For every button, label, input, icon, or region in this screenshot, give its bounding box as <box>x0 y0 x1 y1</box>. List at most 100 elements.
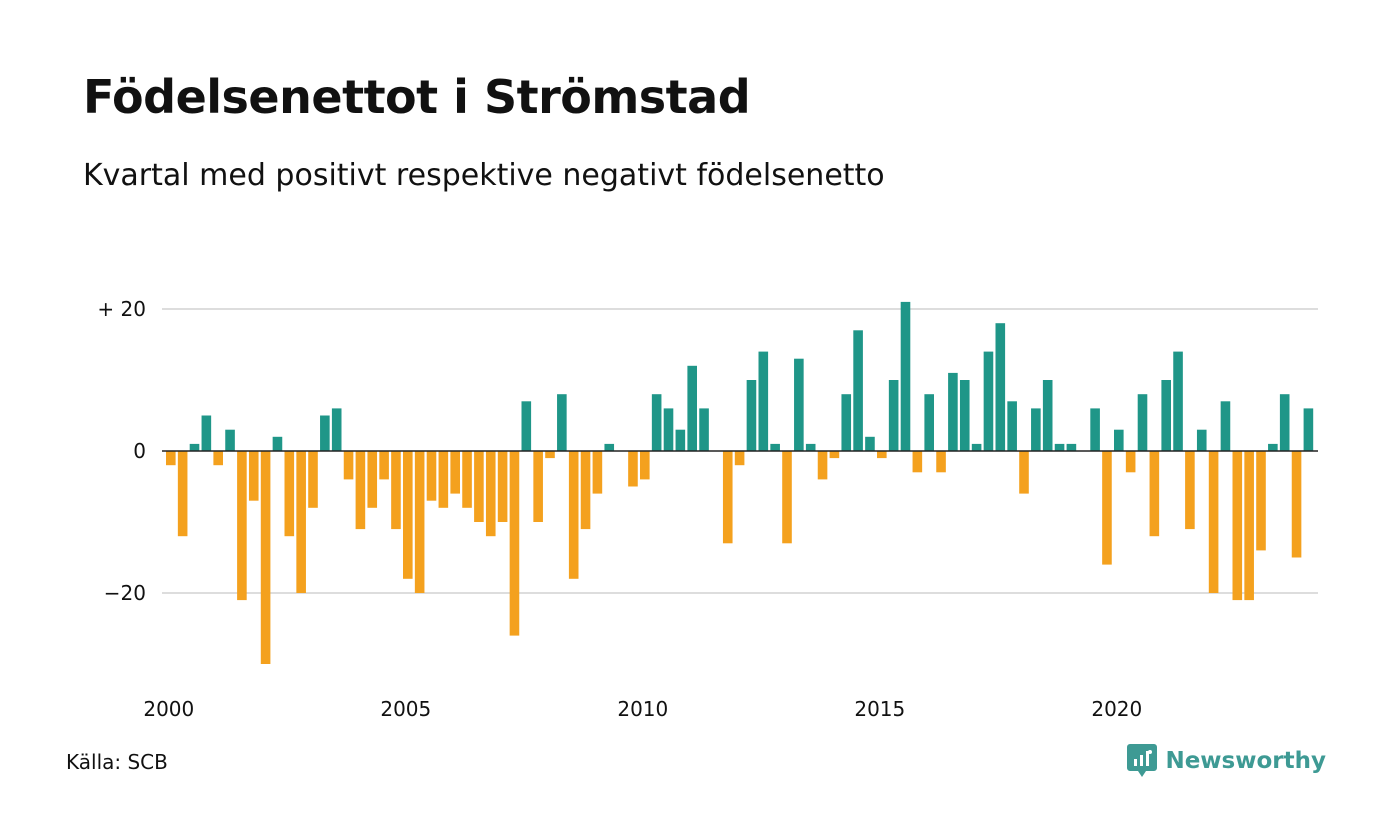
bar <box>817 451 828 480</box>
x-tick-label: 2010 <box>617 697 668 721</box>
bar <box>166 451 176 466</box>
chart-title: Födelsenettot i Strömstad <box>83 70 751 124</box>
source-note: Källa: SCB <box>66 750 168 774</box>
bar <box>545 451 555 459</box>
bar <box>284 451 295 537</box>
bar <box>675 429 686 451</box>
bar <box>1244 451 1254 601</box>
brand-name: Newsworthy <box>1165 748 1326 774</box>
newsworthy-logo-icon <box>1127 744 1158 777</box>
bar <box>248 451 259 501</box>
bar <box>1196 429 1207 451</box>
bar <box>758 351 769 451</box>
bar <box>497 451 508 522</box>
bar <box>1125 451 1136 473</box>
bar <box>1220 401 1231 451</box>
bar <box>663 408 674 451</box>
bar <box>995 323 1006 451</box>
bar <box>1268 443 1278 451</box>
bar <box>640 451 650 480</box>
bar <box>308 451 318 508</box>
bar <box>1303 408 1314 451</box>
bar <box>983 351 994 451</box>
bar <box>260 451 271 664</box>
bar <box>805 443 816 451</box>
bar <box>1066 443 1077 451</box>
bar <box>438 451 449 508</box>
x-tick-label: 2015 <box>854 697 905 721</box>
bar <box>1232 451 1243 601</box>
bar <box>225 429 235 451</box>
bar <box>580 451 591 530</box>
bar <box>853 330 863 451</box>
x-tick-label: 2000 <box>143 697 194 721</box>
bar <box>841 394 852 451</box>
bar <box>355 451 366 530</box>
bar <box>320 415 330 451</box>
bar <box>557 394 567 451</box>
bar <box>177 451 188 537</box>
bar <box>1090 408 1100 451</box>
bar <box>900 301 911 451</box>
bar <box>1054 443 1065 451</box>
bar <box>924 394 934 451</box>
y-tick-label: −20 <box>104 581 146 605</box>
bar <box>1102 451 1112 565</box>
bar <box>948 372 958 451</box>
bar <box>782 451 792 544</box>
bar <box>414 451 425 593</box>
bar <box>1031 408 1041 451</box>
bar <box>1279 394 1290 451</box>
bar <box>888 380 899 451</box>
newsworthy-logo: Newsworthy <box>1127 744 1326 778</box>
bar <box>1291 451 1302 558</box>
bar <box>746 380 757 451</box>
x-tick-label: 2005 <box>380 697 431 721</box>
bar <box>865 436 875 451</box>
bar <box>450 451 460 494</box>
bar <box>403 451 413 579</box>
chart-subtitle: Kvartal med positivt respektive negativt… <box>83 158 885 193</box>
bar <box>474 451 484 522</box>
bar <box>1137 394 1148 451</box>
bar <box>1161 380 1171 451</box>
bar <box>794 358 804 451</box>
bar <box>533 451 543 522</box>
bar <box>213 451 223 466</box>
gridlines <box>162 308 1318 594</box>
bars <box>166 301 1314 664</box>
y-tick-label: 0 <box>133 439 146 463</box>
bar <box>462 451 472 508</box>
bar <box>628 451 638 487</box>
bar <box>1256 451 1266 551</box>
bar <box>592 451 603 494</box>
bar <box>722 451 733 544</box>
x-axis-ticks: 2000 2005 2010 2015 2020 <box>143 697 1142 721</box>
bar <box>1185 451 1195 530</box>
bar <box>829 451 840 459</box>
bar <box>687 365 697 451</box>
bar <box>1007 401 1017 451</box>
bar <box>426 451 437 501</box>
y-tick-label: + 20 <box>97 297 146 321</box>
bar <box>912 451 923 473</box>
bar <box>521 401 532 451</box>
bar <box>604 443 615 451</box>
bar <box>770 443 780 451</box>
x-tick-label: 2020 <box>1091 697 1142 721</box>
bar <box>296 451 306 593</box>
bar <box>936 451 946 473</box>
bar <box>959 380 970 451</box>
bar <box>1019 451 1029 494</box>
bar <box>201 415 212 451</box>
bar <box>237 451 247 601</box>
bar <box>485 451 496 537</box>
bar <box>1173 351 1183 451</box>
bar <box>699 408 709 451</box>
bar <box>877 451 887 459</box>
bar <box>1114 429 1124 451</box>
bar <box>1208 451 1219 593</box>
bar <box>971 443 982 451</box>
bar <box>509 451 520 636</box>
